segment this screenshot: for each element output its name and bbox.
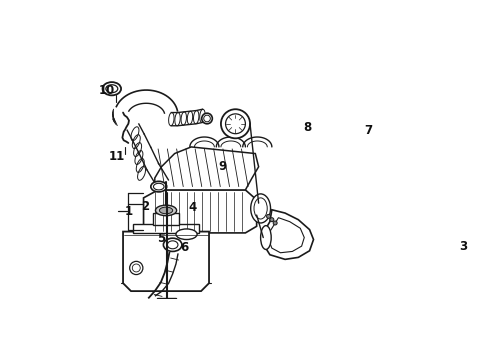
- Polygon shape: [123, 231, 209, 291]
- Ellipse shape: [151, 181, 167, 192]
- Ellipse shape: [168, 241, 178, 249]
- Text: 6: 6: [180, 241, 189, 254]
- Text: 5: 5: [157, 232, 166, 245]
- Ellipse shape: [130, 261, 143, 275]
- Polygon shape: [263, 210, 314, 259]
- Ellipse shape: [106, 85, 118, 93]
- Polygon shape: [144, 190, 257, 233]
- Polygon shape: [269, 218, 304, 253]
- Ellipse shape: [102, 82, 121, 95]
- Ellipse shape: [273, 221, 277, 225]
- Ellipse shape: [254, 198, 267, 219]
- Polygon shape: [155, 147, 259, 190]
- Ellipse shape: [225, 114, 245, 134]
- Ellipse shape: [270, 218, 274, 222]
- Ellipse shape: [163, 238, 182, 251]
- Bar: [153, 213, 179, 225]
- Text: 3: 3: [460, 240, 468, 253]
- Ellipse shape: [176, 229, 197, 239]
- Ellipse shape: [159, 207, 172, 214]
- Ellipse shape: [132, 264, 140, 272]
- Ellipse shape: [261, 226, 271, 249]
- Ellipse shape: [202, 113, 212, 124]
- Text: 11: 11: [108, 150, 124, 163]
- Text: 9: 9: [218, 160, 226, 173]
- Text: 8: 8: [303, 121, 311, 134]
- Ellipse shape: [153, 183, 164, 190]
- Bar: [133, 224, 199, 233]
- Bar: [157, 298, 176, 304]
- Text: 10: 10: [98, 84, 115, 97]
- Ellipse shape: [221, 109, 250, 138]
- Text: 2: 2: [141, 200, 149, 213]
- Text: 7: 7: [365, 124, 372, 137]
- Ellipse shape: [267, 215, 270, 219]
- Ellipse shape: [251, 194, 270, 223]
- Ellipse shape: [155, 205, 176, 216]
- Text: 4: 4: [188, 201, 196, 214]
- Text: 1: 1: [124, 205, 132, 218]
- Ellipse shape: [204, 115, 210, 122]
